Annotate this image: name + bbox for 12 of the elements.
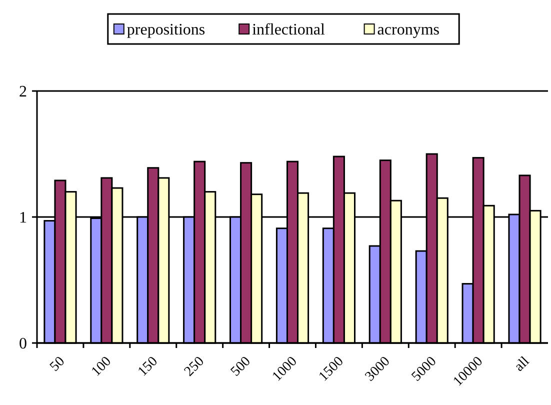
y-tick-label: 0 [19,336,27,353]
x-tick-label: all [512,354,533,375]
legend-label: inflectional [252,22,326,39]
y-tick-label: 2 [19,84,27,101]
legend-label: prepositions [126,22,206,39]
x-tick-label: 50 [47,354,68,375]
x-tick-label: 100 [88,354,114,380]
y-tick-label: 1 [19,210,27,227]
x-tick-label: 500 [228,354,254,380]
x-tick-label: 250 [182,354,208,380]
legend-label: acronyms [377,22,440,39]
x-tick-label: 150 [135,354,161,380]
